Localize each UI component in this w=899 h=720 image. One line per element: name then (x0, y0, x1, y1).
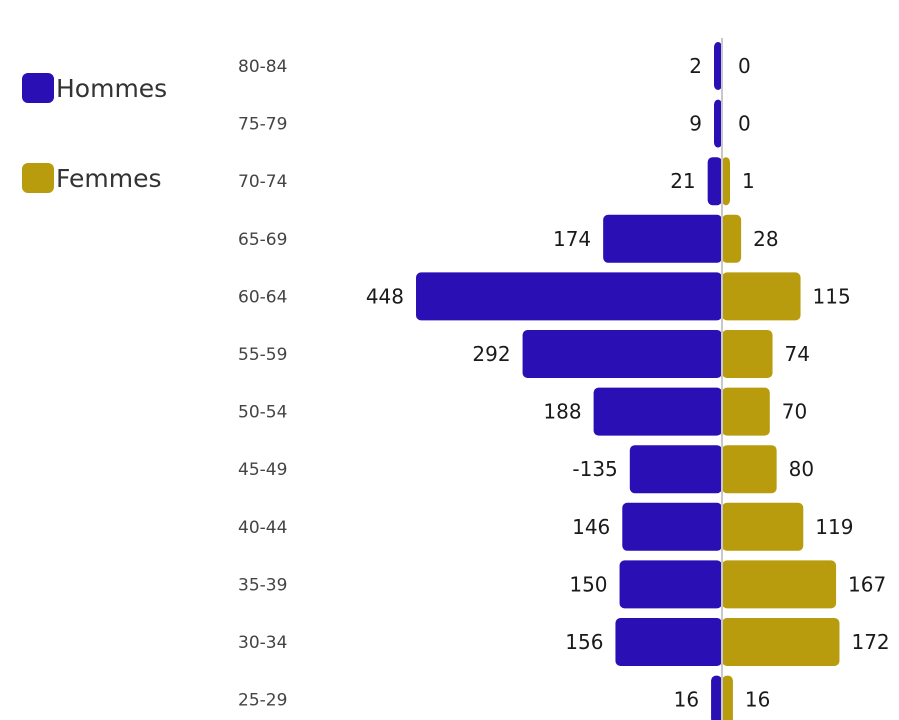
value-label-femmes-55-59: 74 (785, 342, 810, 366)
bar-hommes-25-29 (711, 675, 722, 720)
category-label-30-34: 30-34 (238, 633, 287, 653)
value-label-hommes-45-49: -135 (572, 457, 617, 481)
category-label-25-29: 25-29 (238, 691, 287, 711)
value-label-femmes-50-54: 70 (782, 400, 807, 424)
bar-femmes-50-54 (722, 387, 770, 436)
bar-femmes-70-74 (722, 157, 730, 206)
value-label-hommes-65-69: 174 (553, 227, 591, 251)
legend-label-femmes: Femmes (56, 163, 162, 193)
value-label-hommes-40-44: 146 (572, 515, 610, 539)
value-label-femmes-80-84: 0 (738, 54, 751, 78)
category-label-50-54: 50-54 (238, 403, 287, 423)
value-label-femmes-30-34: 172 (851, 630, 889, 654)
category-label-40-44: 40-44 (238, 518, 287, 538)
legend: Hommes Femmes (22, 70, 167, 250)
value-label-hommes-75-79: 9 (689, 112, 702, 136)
bar-femmes-45-49 (722, 445, 777, 494)
bar-hommes-80-84 (714, 42, 722, 90)
legend-label-hommes: Hommes (56, 73, 168, 103)
bar-hommes-70-74 (707, 157, 722, 206)
category-label-60-64: 60-64 (238, 287, 287, 307)
value-label-femmes-35-39: 167 (848, 572, 886, 596)
bar-hommes-35-39 (619, 560, 722, 609)
category-label-75-79: 75-79 (238, 115, 287, 135)
value-label-femmes-40-44: 119 (815, 515, 853, 539)
category-label-55-59: 55-59 (238, 345, 287, 365)
bar-hommes-60-64 (416, 272, 722, 321)
value-label-hommes-55-59: 292 (472, 342, 510, 366)
bar-femmes-40-44 (722, 502, 804, 551)
category-label-80-84: 80-84 (238, 57, 287, 77)
legend-item-hommes: Hommes (22, 70, 167, 106)
bar-hommes-50-54 (593, 387, 722, 436)
bar-femmes-30-34 (722, 618, 840, 666)
value-label-femmes-65-69: 28 (753, 227, 778, 251)
value-label-femmes-25-29: 16 (745, 688, 770, 712)
bar-hommes-65-69 (603, 214, 722, 263)
bar-hommes-40-44 (622, 502, 722, 551)
bar-femmes-60-64 (722, 272, 801, 321)
value-label-femmes-75-79: 0 (738, 112, 751, 136)
value-label-hommes-80-84: 2 (689, 54, 702, 78)
value-label-hommes-25-29: 16 (674, 688, 699, 712)
bar-hommes-55-59 (522, 330, 722, 378)
legend-swatch-femmes (22, 163, 54, 193)
category-label-45-49: 45-49 (238, 460, 287, 480)
category-label-35-39: 35-39 (238, 575, 287, 595)
value-label-femmes-45-49: 80 (789, 457, 814, 481)
value-label-hommes-60-64: 448 (366, 284, 404, 308)
bar-femmes-65-69 (722, 214, 742, 263)
bar-hommes-30-34 (615, 618, 722, 666)
value-label-hommes-35-39: 150 (569, 572, 607, 596)
bar-hommes-75-79 (714, 99, 722, 148)
value-label-femmes-70-74: 1 (742, 169, 755, 193)
bar-femmes-25-29 (722, 675, 733, 720)
value-label-hommes-30-34: 156 (565, 630, 603, 654)
value-label-hommes-50-54: 188 (543, 400, 581, 424)
bar-femmes-35-39 (722, 560, 837, 609)
legend-item-femmes: Femmes (22, 160, 167, 196)
category-label-70-74: 70-74 (238, 172, 287, 192)
category-label-65-69: 65-69 (238, 230, 287, 250)
bar-femmes-55-59 (722, 330, 773, 378)
value-label-hommes-70-74: 21 (670, 169, 695, 193)
bar-hommes-45-49 (629, 445, 722, 494)
value-label-femmes-60-64: 115 (813, 284, 851, 308)
legend-swatch-hommes (22, 73, 54, 103)
